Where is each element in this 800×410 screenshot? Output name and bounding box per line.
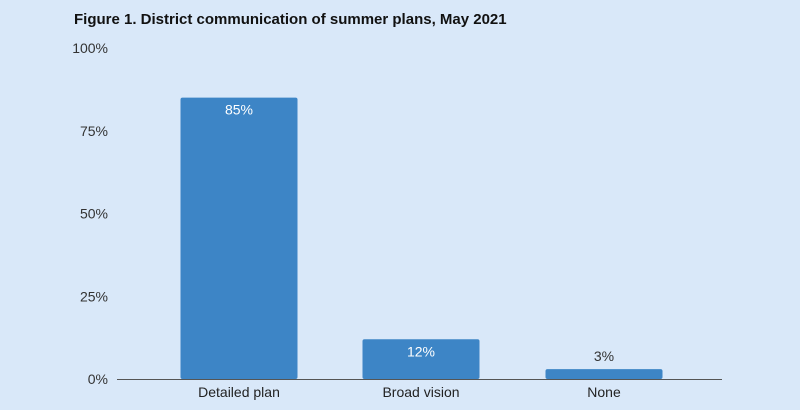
y-tick-label: 75% (80, 123, 108, 139)
bar (362, 339, 480, 379)
x-tick-label: None (587, 384, 621, 400)
x-tick-label: Detailed plan (198, 384, 280, 400)
data-label: 85% (225, 102, 253, 118)
y-tick-label: 0% (88, 371, 108, 387)
y-tick-label: 100% (72, 40, 108, 56)
bar (180, 97, 298, 380)
bar (545, 369, 663, 379)
data-label: 12% (407, 343, 435, 359)
y-tick-label: 25% (80, 288, 108, 304)
x-tick-label: Broad vision (382, 384, 459, 400)
data-label: 3% (594, 348, 614, 364)
y-tick-label: 50% (80, 206, 108, 222)
chart-title: Figure 1. District communication of summ… (74, 11, 507, 28)
